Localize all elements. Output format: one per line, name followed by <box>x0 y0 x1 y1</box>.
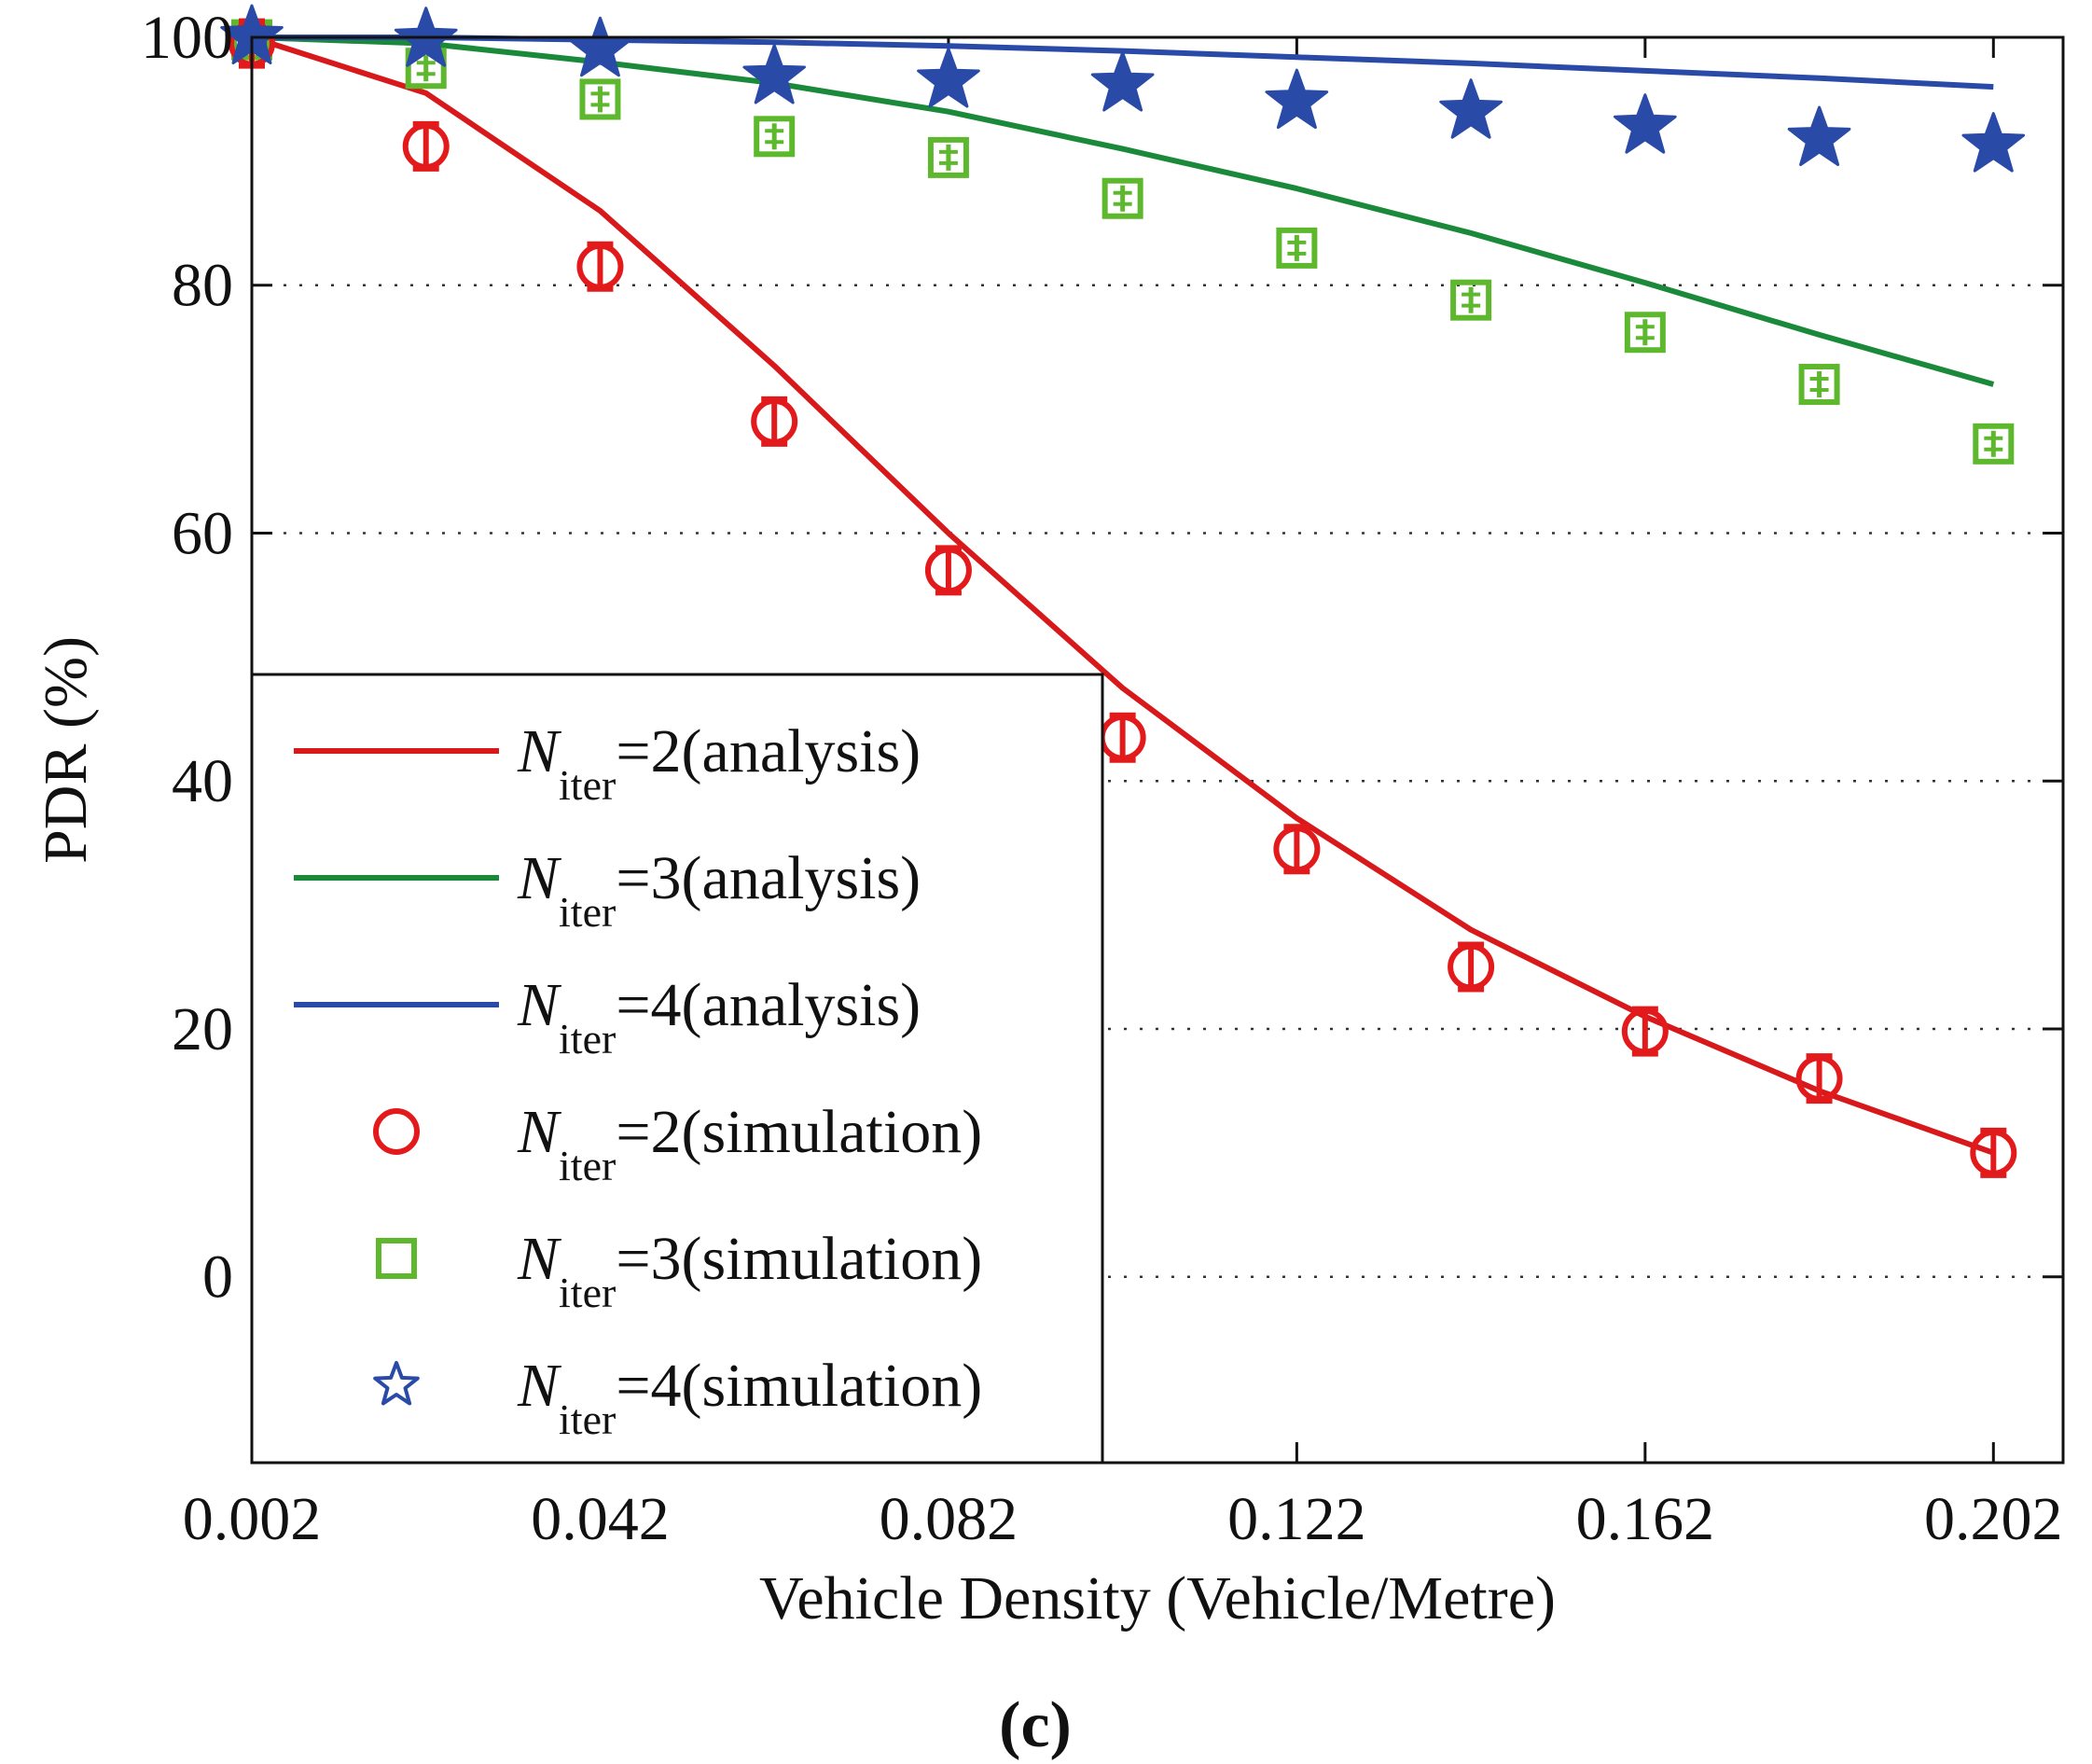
legend-item: Niter=3(simulation) <box>376 1225 982 1316</box>
x-tick-label: 0.082 <box>880 1485 1018 1553</box>
data-point-circle <box>1448 941 1495 993</box>
legend-label: Niter=3(simulation) <box>517 1225 982 1316</box>
square-mark <box>754 116 796 158</box>
legend-item: Niter=2(simulation) <box>373 1098 982 1189</box>
data-point-square <box>1101 177 1143 219</box>
square-mark <box>1101 177 1143 219</box>
data-point-star <box>568 16 632 77</box>
star-mark <box>1961 112 2026 173</box>
square-mark <box>376 1238 417 1279</box>
x-tick-label: 0.202 <box>1924 1485 2063 1553</box>
legend-marker-swatch <box>376 1238 417 1279</box>
legend-item: Niter=3(analysis) <box>294 844 921 936</box>
square-mark <box>1276 227 1318 269</box>
star-mark <box>917 48 980 108</box>
circle-mark <box>373 1108 420 1155</box>
y-axis-label: PDR (%) <box>32 636 100 864</box>
star-mark <box>742 44 806 104</box>
data-point-star <box>1265 68 1329 130</box>
data-point-square <box>1624 312 1666 354</box>
data-point-square <box>1450 279 1492 321</box>
series-line-2 <box>251 35 1995 387</box>
legend: Niter=2(analysis) Niter=3(analysis) Niter=… <box>250 673 1104 1465</box>
x-tick-label: 0.122 <box>1227 1485 1366 1553</box>
legend-box <box>250 673 1104 1465</box>
y-tick-label: 0 <box>202 1243 233 1312</box>
data-point-circle <box>924 545 972 596</box>
data-point-star <box>1961 112 2026 173</box>
y-tick-label: 40 <box>172 747 233 815</box>
star-mark <box>1265 68 1329 130</box>
data-point-circle <box>1099 712 1146 763</box>
square-mark <box>1450 279 1492 321</box>
legend-item: Niter=4(analysis) <box>294 971 921 1063</box>
series-layer <box>220 4 2026 1178</box>
figure-caption: (c) <box>999 1689 1072 1761</box>
legend-label: Niter=2(analysis) <box>517 717 921 809</box>
x-tick-label: 0.162 <box>1576 1485 1715 1553</box>
legend-label: Niter=3(analysis) <box>517 844 921 936</box>
data-point-star <box>742 44 806 104</box>
square-mark <box>1798 364 1840 406</box>
data-point-star <box>1090 51 1155 112</box>
legend-label: Niter=4(analysis) <box>517 971 921 1063</box>
y-tick-label: 80 <box>172 252 233 320</box>
legend-item: Niter=4(simulation) <box>373 1352 982 1443</box>
y-tick-label: 60 <box>172 499 233 567</box>
star-mark <box>1787 105 1851 166</box>
data-point-square <box>1973 423 2015 465</box>
legend-label: Niter=2(simulation) <box>517 1098 982 1189</box>
data-point-square <box>754 116 796 158</box>
data-point-circle <box>402 120 450 172</box>
data-point-star <box>917 48 980 108</box>
star-mark <box>373 1361 420 1406</box>
y-tick-label: 20 <box>172 995 233 1063</box>
star-mark <box>1614 93 1677 154</box>
data-point-circle <box>1795 1053 1843 1104</box>
star-mark <box>1439 78 1503 139</box>
data-point-square <box>927 136 969 178</box>
data-point-star <box>1439 78 1503 139</box>
data-point-circle <box>751 396 798 447</box>
tick-labels: 0 20 40 60 80 100 0.002 0.042 0.082 0.122 0.162 0.2… <box>141 4 2063 1553</box>
legend-label: Niter=4(simulation) <box>517 1352 982 1443</box>
series-line-3 <box>252 35 1994 90</box>
square-mark <box>1973 423 2015 465</box>
legend-item: Niter=2(analysis) <box>294 717 921 809</box>
square-mark <box>579 78 621 120</box>
series-line-1 <box>251 35 1995 1156</box>
legend-marker-swatch <box>373 1361 420 1406</box>
y-tick-label: 100 <box>141 4 233 72</box>
data-point-circle <box>1970 1127 2017 1178</box>
legend-marker-swatch <box>373 1108 420 1155</box>
data-point-circle <box>576 241 624 292</box>
star-mark <box>1090 51 1155 112</box>
square-mark <box>927 136 969 178</box>
square-mark <box>1624 312 1666 354</box>
data-point-circle <box>1273 824 1321 875</box>
data-point-square <box>1798 364 1840 406</box>
data-point-star <box>1614 93 1677 154</box>
data-point-circle <box>1621 1006 1669 1057</box>
x-axis-label: Vehicle Density (Vehicle/Metre) <box>759 1564 1556 1632</box>
data-point-square <box>579 78 621 120</box>
x-tick-label: 0.042 <box>531 1485 670 1553</box>
x-tick-label: 0.002 <box>183 1485 322 1553</box>
data-point-square <box>1276 227 1318 269</box>
data-point-star <box>1787 105 1851 166</box>
star-mark <box>568 16 632 77</box>
